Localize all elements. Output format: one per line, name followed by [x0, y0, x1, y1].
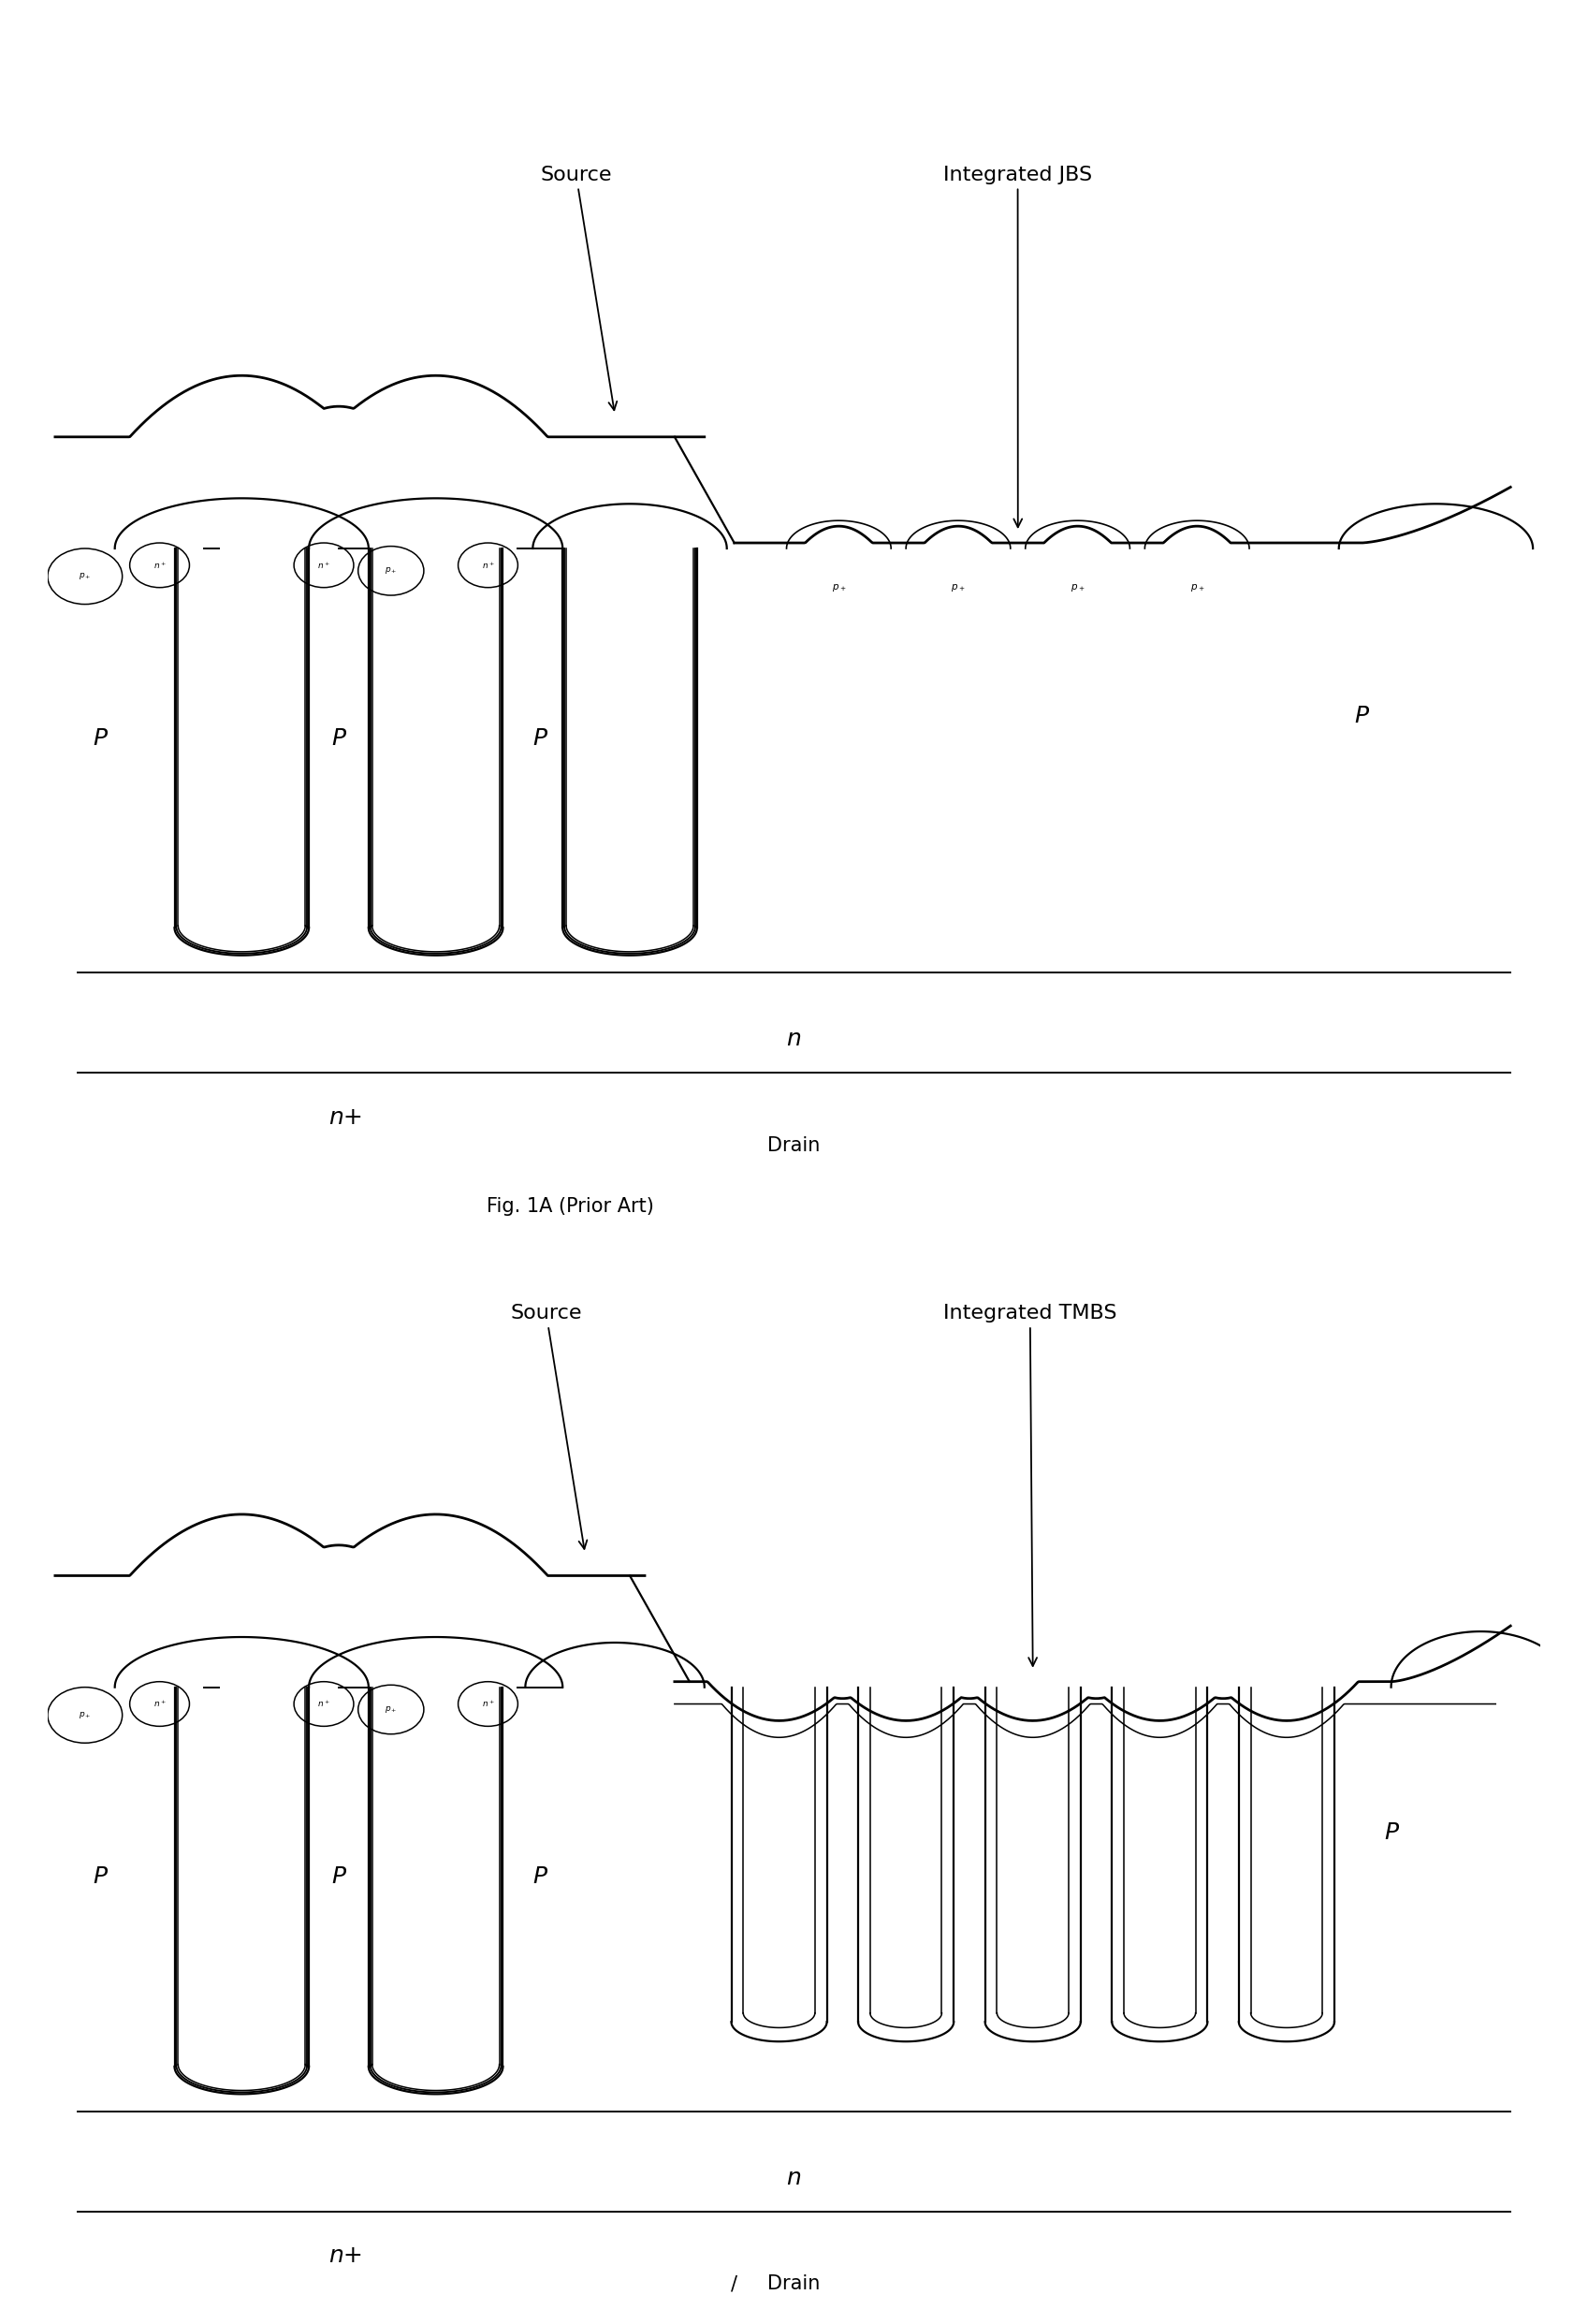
Text: n: n: [786, 1027, 802, 1050]
Text: Drain: Drain: [767, 1136, 821, 1155]
Text: n+: n+: [329, 2245, 364, 2268]
Text: P: P: [534, 727, 548, 748]
Text: $p_+$: $p_+$: [384, 565, 397, 576]
Text: $p_+$: $p_+$: [1070, 581, 1085, 593]
Text: $p_+$: $p_+$: [1189, 581, 1204, 593]
Text: n+: n+: [329, 1106, 364, 1129]
Text: P: P: [534, 1866, 548, 1887]
Text: Source: Source: [510, 1304, 588, 1548]
Text: $n^+$: $n^+$: [152, 1699, 167, 1710]
Text: Drain: Drain: [767, 2275, 821, 2294]
Text: P: P: [332, 727, 346, 748]
Text: /: /: [730, 2275, 737, 2294]
Text: Integrated TMBS: Integrated TMBS: [943, 1304, 1116, 1666]
Text: $p_+$: $p_+$: [951, 581, 966, 593]
Text: $p_+$: $p_+$: [78, 1710, 92, 1720]
Text: $n^+$: $n^+$: [318, 1699, 330, 1710]
Text: P: P: [92, 727, 106, 748]
Text: $p_+$: $p_+$: [832, 581, 846, 593]
Text: $n^+$: $n^+$: [152, 560, 167, 572]
Text: Integrated JBS: Integrated JBS: [943, 165, 1093, 528]
Text: P: P: [1355, 704, 1369, 727]
Text: $n^+$: $n^+$: [481, 560, 494, 572]
Text: P: P: [1385, 1822, 1397, 1843]
Text: P: P: [332, 1866, 346, 1887]
Text: Fig. 1A (Prior Art): Fig. 1A (Prior Art): [486, 1197, 654, 1215]
Text: $p_+$: $p_+$: [384, 1703, 397, 1715]
Text: Source: Source: [540, 165, 616, 409]
Text: P: P: [92, 1866, 106, 1887]
Text: $n^+$: $n^+$: [318, 560, 330, 572]
Text: $n^+$: $n^+$: [481, 1699, 494, 1710]
Text: n: n: [786, 2166, 802, 2189]
Text: $p_+$: $p_+$: [78, 572, 92, 581]
